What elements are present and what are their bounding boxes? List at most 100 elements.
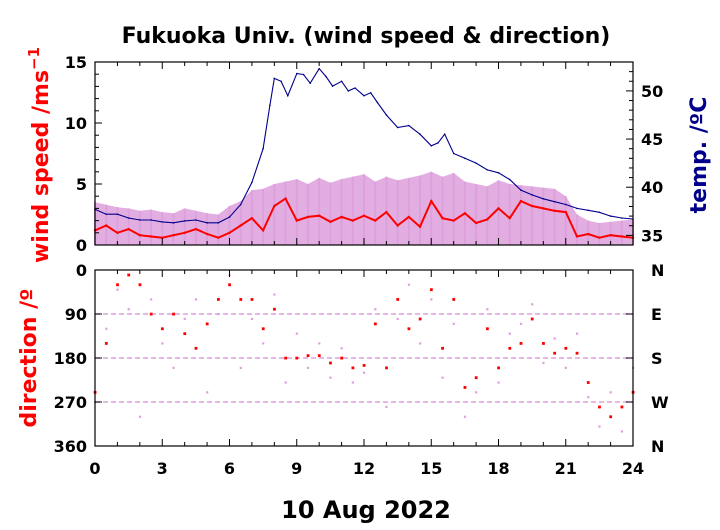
direction-mean-point bbox=[250, 298, 254, 301]
direction-mean-point bbox=[530, 317, 534, 321]
direction-mean-point bbox=[474, 376, 478, 380]
direction-raw-point bbox=[273, 293, 276, 296]
temperature-point bbox=[408, 124, 410, 127]
direction-mean-point bbox=[620, 405, 624, 409]
direction-mean-point bbox=[586, 381, 590, 384]
temperature-point bbox=[331, 85, 334, 87]
direction-raw-point bbox=[329, 376, 332, 379]
direction-raw-point bbox=[306, 366, 310, 369]
wind-speed-point bbox=[474, 221, 478, 225]
compass-tick-label: N bbox=[651, 437, 664, 456]
wind-speed-point bbox=[519, 199, 523, 203]
direction-mean-point bbox=[598, 405, 601, 409]
hour-tick-label: 6 bbox=[224, 459, 235, 478]
wind-speed-point bbox=[284, 197, 287, 200]
chart-title: Fukuoka Univ. (wind speed & direction) bbox=[122, 24, 611, 49]
wind-speed-point bbox=[161, 236, 164, 239]
direction-raw-point bbox=[351, 381, 354, 384]
temperature-point bbox=[150, 219, 152, 221]
direction-mean-point bbox=[172, 312, 175, 316]
compass-tick-label: E bbox=[651, 305, 662, 324]
direction-raw-point bbox=[553, 337, 556, 340]
direction-raw-point bbox=[497, 381, 500, 384]
wind-speed-point bbox=[228, 231, 231, 234]
direction-raw-point bbox=[340, 347, 343, 350]
direction-mean-point bbox=[261, 327, 265, 331]
direction-raw-point bbox=[183, 317, 186, 321]
wind-speed-point bbox=[183, 231, 186, 234]
direction-raw-point bbox=[161, 342, 164, 345]
direction-mean-point bbox=[452, 298, 456, 301]
direction-raw-point bbox=[542, 361, 545, 365]
temperature-point bbox=[347, 90, 350, 92]
direction-raw-point bbox=[620, 430, 623, 433]
wind-speed-point bbox=[340, 215, 343, 219]
direction-raw-point bbox=[284, 381, 287, 384]
direction-mean-point bbox=[351, 366, 355, 370]
wind-speed-tick-label: 10 bbox=[65, 114, 87, 133]
direction-raw-point bbox=[250, 317, 254, 321]
wind-speed-point bbox=[351, 219, 354, 222]
direction-raw-point bbox=[486, 308, 489, 311]
wind-speed-point bbox=[598, 236, 601, 239]
hour-tick-label: 18 bbox=[487, 459, 509, 478]
temperature-point bbox=[354, 87, 356, 89]
direction-mean-point bbox=[138, 283, 142, 287]
wind-speed-point bbox=[261, 229, 265, 232]
temperature-tick-label: 35 bbox=[641, 226, 663, 245]
wind-speed-point bbox=[609, 234, 612, 237]
temperature-tick-label: 45 bbox=[641, 130, 663, 149]
temperature-point bbox=[385, 114, 388, 116]
temperature-point bbox=[116, 213, 119, 215]
temperature-point bbox=[396, 126, 399, 129]
temperature-point bbox=[443, 133, 446, 136]
temperature-point bbox=[161, 221, 164, 223]
temperature-point bbox=[587, 209, 589, 212]
direction-raw-point bbox=[262, 342, 265, 345]
wind-speed-point bbox=[385, 210, 388, 214]
direction-axis-label: direction /º bbox=[17, 288, 42, 427]
temperature-point bbox=[542, 197, 545, 200]
direction-mean-point bbox=[284, 356, 288, 360]
direction-raw-point bbox=[575, 332, 579, 335]
temperature-point bbox=[262, 147, 264, 150]
direction-mean-point bbox=[429, 288, 433, 292]
direction-mean-point bbox=[295, 356, 299, 360]
direction-raw-point bbox=[318, 342, 321, 345]
direction-raw-point bbox=[452, 322, 455, 325]
temperature-point bbox=[127, 217, 130, 219]
temperature-point bbox=[228, 216, 231, 218]
direction-mean-point bbox=[418, 317, 422, 321]
wind-speed-point bbox=[250, 216, 254, 220]
direction-mean-point bbox=[385, 366, 388, 370]
direction-raw-point bbox=[430, 298, 433, 301]
direction-raw-point bbox=[564, 366, 567, 369]
compass-tick-label: N bbox=[651, 261, 664, 280]
direction-tick-label: 180 bbox=[54, 349, 87, 368]
temperature-point bbox=[363, 94, 365, 97]
temperature-point bbox=[286, 94, 289, 97]
wind-speed-point bbox=[620, 235, 623, 238]
temperature-point bbox=[318, 67, 320, 70]
direction-raw-point bbox=[127, 308, 130, 311]
direction-raw-point bbox=[150, 298, 153, 301]
temperature-point bbox=[172, 222, 175, 224]
direction-raw-point bbox=[475, 391, 478, 394]
temperature-point bbox=[139, 219, 141, 221]
date-axis-label: 10 Aug 2022 bbox=[281, 496, 451, 524]
direction-mean-point bbox=[519, 342, 523, 345]
wind-speed-point bbox=[463, 212, 467, 215]
direction-mean-point bbox=[183, 332, 187, 336]
direction-raw-point bbox=[609, 391, 612, 394]
direction-raw-point bbox=[116, 288, 119, 291]
temperature-point bbox=[419, 133, 421, 136]
direction-mean-point bbox=[542, 342, 545, 345]
direction-raw-point bbox=[295, 332, 298, 335]
wind-direction-panel: 0 3 6 9 12 15 18 21 24 0 90 180 270 360 N E S W N bbox=[54, 261, 669, 478]
direction-raw-point bbox=[172, 366, 175, 369]
temperature-point bbox=[609, 215, 612, 217]
wind-speed-point bbox=[575, 235, 579, 238]
compass-tick-label: S bbox=[651, 349, 663, 368]
direction-tick-label: 360 bbox=[54, 437, 87, 456]
wind-speed-point bbox=[374, 219, 377, 222]
